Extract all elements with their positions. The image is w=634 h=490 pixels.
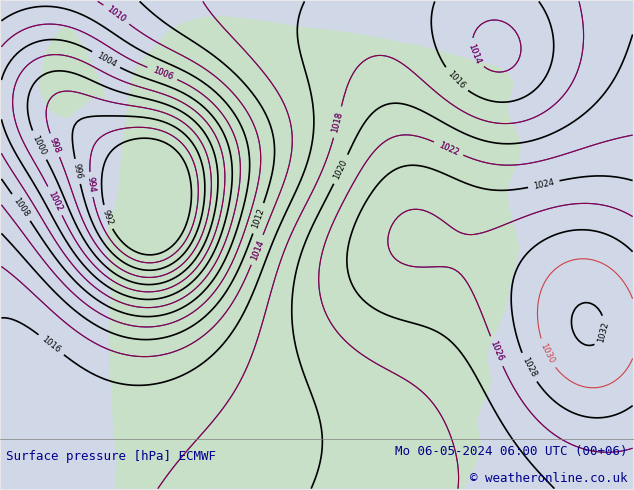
Text: 1024: 1024 [533,177,555,191]
Text: 1022: 1022 [437,140,460,157]
Text: 1016: 1016 [445,69,467,91]
Text: 994: 994 [86,176,96,193]
Text: 1002: 1002 [46,190,63,212]
Text: 1032: 1032 [597,320,611,343]
Text: 1018: 1018 [331,111,344,133]
Text: 1016: 1016 [40,335,62,355]
Text: 998: 998 [48,136,61,154]
Text: 1006: 1006 [151,65,174,81]
Polygon shape [116,111,219,489]
Text: 1008: 1008 [11,196,31,219]
Text: 1022: 1022 [437,140,460,157]
Text: 992: 992 [100,208,114,226]
Text: 1014: 1014 [467,42,482,65]
Text: 1010: 1010 [105,4,127,24]
Text: Mo 06-05-2024 06:00 UTC (00+06): Mo 06-05-2024 06:00 UTC (00+06) [395,445,628,458]
Text: 1014: 1014 [249,239,265,261]
Text: 994: 994 [86,176,96,193]
Text: © weatheronline.co.uk: © weatheronline.co.uk [470,472,628,485]
Text: 1004: 1004 [94,50,117,69]
Text: 996: 996 [72,163,84,180]
Text: 1018: 1018 [331,111,344,133]
Text: 1030: 1030 [538,342,556,365]
Text: 1002: 1002 [46,190,63,212]
Text: 998: 998 [48,136,61,154]
Text: 1026: 1026 [488,340,505,363]
Polygon shape [39,26,109,119]
Text: 1014: 1014 [467,42,482,65]
Text: 1028: 1028 [520,356,538,379]
Text: 1020: 1020 [332,158,349,181]
Text: 1000: 1000 [30,134,48,157]
Text: 1026: 1026 [488,340,505,363]
Text: Surface pressure [hPa] ECMWF: Surface pressure [hPa] ECMWF [6,450,216,463]
Polygon shape [106,16,521,489]
Text: 1010: 1010 [105,4,127,24]
Text: 1014: 1014 [249,239,265,261]
Text: 1012: 1012 [250,207,266,230]
Text: 1006: 1006 [151,65,174,81]
